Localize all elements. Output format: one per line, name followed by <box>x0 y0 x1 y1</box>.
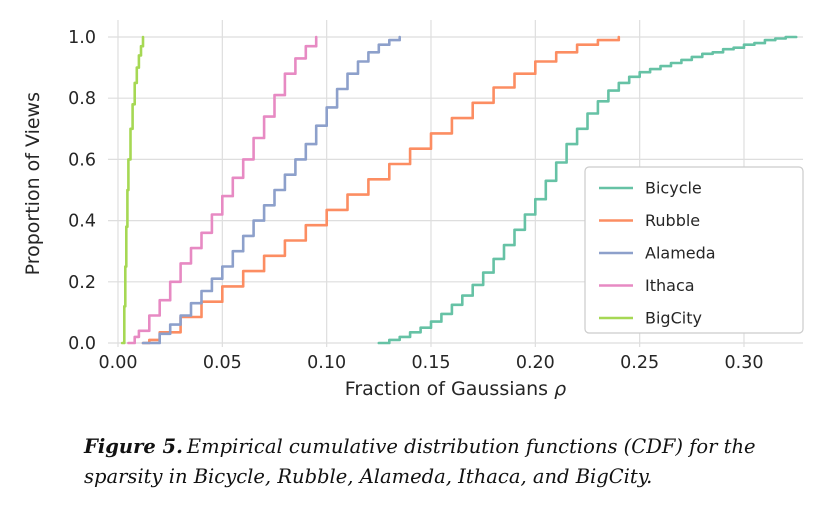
x-tick-label: 0.25 <box>620 353 659 373</box>
x-tick-label: 0.15 <box>412 353 451 373</box>
legend-label-rubble: Rubble <box>645 211 700 230</box>
y-tick-label: 0.2 <box>68 273 96 293</box>
legend <box>584 166 804 334</box>
figure-caption: Figure 5. Empirical cumulative distributi… <box>84 432 784 492</box>
series-line-bigcity <box>120 35 145 345</box>
caption-text: Empirical cumulative distribution functi… <box>84 435 756 489</box>
series-line-ithaca <box>127 35 318 345</box>
x-tick-label: 0.20 <box>516 353 555 373</box>
caption-label: Figure 5. <box>84 435 183 458</box>
y-tick-label: 0.0 <box>68 334 96 354</box>
chart-canvas: 0.00 0.05 0.10 0.15 0.20 0.25 0.30 0.0 0.2 0.4 0.6… <box>68 20 804 373</box>
x-tick-label: 0.30 <box>725 353 764 373</box>
x-axis-label: Fraction of Gaussians ρ <box>108 378 803 400</box>
legend-label-bicycle: Bicycle <box>645 179 702 198</box>
legend-label-alameda: Alameda <box>645 244 716 263</box>
y-tick-label: 0.4 <box>68 212 96 232</box>
x-tick-label: 0.05 <box>203 353 242 373</box>
legend-label-bigcity: BigCity <box>645 309 702 328</box>
rho-symbol: ρ <box>554 378 567 400</box>
cdf-chart: 0.00 0.05 0.10 0.15 0.20 0.25 0.30 0.0 0.2 0.4 0.6… <box>22 20 804 400</box>
x-tick-label: 0.00 <box>99 353 138 373</box>
series-line-alameda <box>141 35 401 345</box>
x-axis-label-text: Fraction of Gaussians <box>344 378 549 400</box>
x-tick-label: 0.10 <box>307 353 346 373</box>
y-tick-label: 1.0 <box>68 28 96 48</box>
legend-label-ithaca: Ithaca <box>645 276 695 295</box>
series-line-bicycle <box>377 35 798 345</box>
series-line-rubble <box>141 35 621 345</box>
y-axis-label-wrap: Proportion of Views <box>22 20 44 347</box>
y-tick-label: 0.8 <box>68 89 96 109</box>
y-tick-label: 0.6 <box>68 150 96 170</box>
y-axis-label: Proportion of Views <box>22 91 44 276</box>
